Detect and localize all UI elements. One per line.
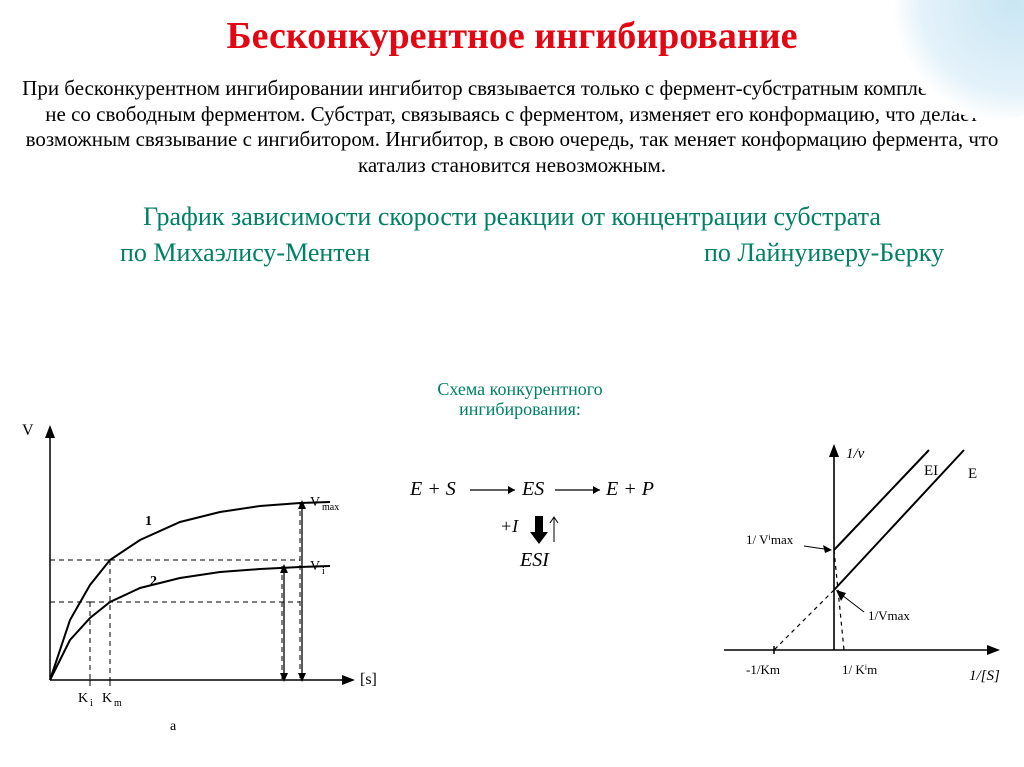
body-paragraph: При бесконкурентном ингибировании ингиби… — [0, 58, 1024, 178]
svg-text:E: E — [968, 466, 977, 482]
mm-chart-label: по Михаэлису-Ментен — [120, 238, 370, 268]
svg-text:i: i — [90, 698, 93, 709]
svg-text:1: 1 — [145, 514, 152, 529]
svg-text:1/ Kⁱm: 1/ Kⁱm — [842, 662, 877, 677]
svg-text:1/v: 1/v — [846, 446, 865, 462]
svg-text:max: max — [322, 502, 339, 513]
scheme-ES: ES — [521, 478, 544, 500]
chart-label-row: по Михаэлису-Ментен по Лайнуиверу-Берку — [0, 232, 1024, 268]
charts-subtitle: График зависимости скорости реакции от к… — [0, 178, 1024, 232]
svg-text:V: V — [310, 559, 320, 574]
svg-text:K: K — [102, 691, 112, 706]
scheme-E-S: E + S — [409, 478, 456, 500]
svg-text:m: m — [114, 698, 122, 709]
svg-text:1/[S]: 1/[S] — [969, 668, 1000, 684]
svg-text:a: a — [170, 719, 177, 734]
svg-text:1/Vmax: 1/Vmax — [868, 608, 910, 623]
lb-chart-label: по Лайнуиверу-Берку — [704, 238, 944, 268]
svg-text:[s]: [s] — [360, 671, 377, 688]
reaction-scheme: E + S ES E + P +I ESI — [380, 470, 660, 586]
svg-text:V: V — [22, 422, 34, 439]
down-arrow-icon — [530, 516, 548, 544]
page-title: Бесконкурентное ингибирование — [0, 0, 1024, 58]
svg-text:-1/Km: -1/Km — [746, 662, 780, 677]
svg-text:EI: EI — [924, 463, 938, 479]
svg-text:2: 2 — [150, 574, 157, 589]
mm-chart: V[s]12VmaxViKiKma — [10, 400, 390, 740]
scheme-E-P: E + P — [605, 478, 654, 500]
svg-text:1/ Vⁱmax: 1/ Vⁱmax — [746, 532, 794, 547]
charts-area: V[s]12VmaxViKiKma E + S ES E + P +I ESI … — [0, 400, 1024, 760]
scheme-ESI: ESI — [519, 549, 550, 571]
svg-text:i: i — [322, 566, 325, 577]
scheme-plus-I: +I — [500, 516, 519, 536]
svg-text:V: V — [310, 495, 320, 510]
lb-chart: 1/v 1/[S] EI E 1/ Vⁱmax 1/Vmax -1/Km 1/ Kⁱm — [714, 430, 1014, 730]
svg-text:K: K — [78, 691, 88, 706]
